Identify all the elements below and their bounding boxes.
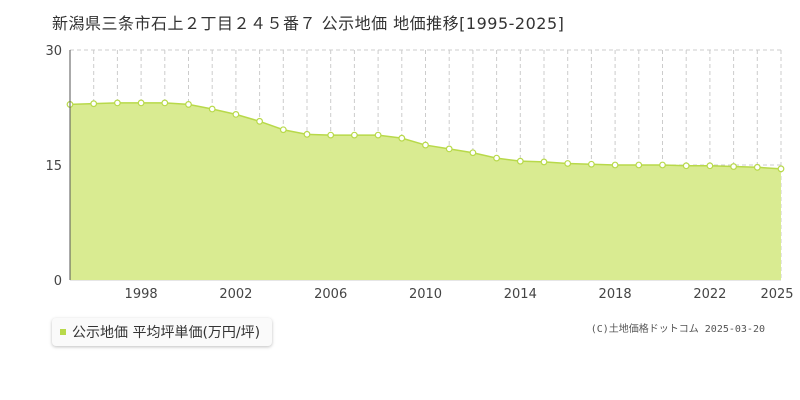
data-point	[635, 161, 643, 169]
data-point	[161, 99, 169, 107]
x-tick-label: 2010	[409, 287, 442, 302]
y-tick-labels: 0 15 30	[45, 44, 62, 289]
data-point	[706, 162, 714, 170]
legend: 公示地価 平均坪単価(万円/坪)	[52, 318, 273, 346]
series-area	[70, 102, 781, 281]
data-point	[445, 145, 453, 153]
x-tick-label: 2018	[599, 287, 632, 302]
data-point	[493, 154, 501, 162]
y-tick-label: 30	[45, 44, 62, 59]
data-point	[777, 165, 785, 173]
data-point	[753, 163, 761, 171]
legend-label: 公示地価 平均坪単価(万円/坪)	[72, 325, 261, 341]
data-point	[137, 99, 145, 107]
data-point	[351, 131, 358, 139]
data-point	[374, 131, 382, 139]
x-tick-label: 2022	[693, 287, 726, 302]
data-point	[256, 117, 264, 125]
data-point	[588, 160, 595, 168]
data-point	[90, 100, 98, 108]
data-point	[730, 163, 737, 170]
data-point	[279, 126, 287, 134]
data-point	[682, 162, 690, 170]
data-point	[659, 161, 666, 169]
y-tick-label: 0	[54, 274, 62, 289]
x-tick-label: 2025	[760, 287, 793, 302]
data-point	[516, 157, 524, 165]
data-point	[398, 134, 406, 142]
legend-swatch	[60, 329, 66, 335]
data-point	[469, 149, 477, 157]
x-tick-label: 2002	[219, 287, 252, 302]
data-point	[327, 131, 335, 139]
data-point	[232, 110, 240, 118]
data-point	[303, 130, 311, 138]
data-point	[422, 141, 429, 149]
data-point	[540, 158, 548, 166]
chart-title: 新潟県三条市石上２丁目２４５番７ 公示地価 地価推移[1995-2025]	[52, 14, 565, 33]
copyright-credit: (C)土地価格ドットコム 2025-03-20	[590, 324, 765, 335]
data-point	[611, 161, 619, 169]
x-tick-label: 2014	[504, 287, 537, 302]
x-tick-label: 1998	[125, 287, 158, 302]
data-point	[185, 101, 192, 108]
y-tick-label: 15	[45, 159, 62, 174]
x-tick-labels: 1998 2002 2006 2010 2014 2018 2022 2025	[125, 287, 794, 302]
data-point	[564, 160, 572, 167]
x-tick-label: 2006	[314, 287, 347, 302]
data-point	[113, 99, 121, 107]
data-point	[208, 105, 216, 113]
